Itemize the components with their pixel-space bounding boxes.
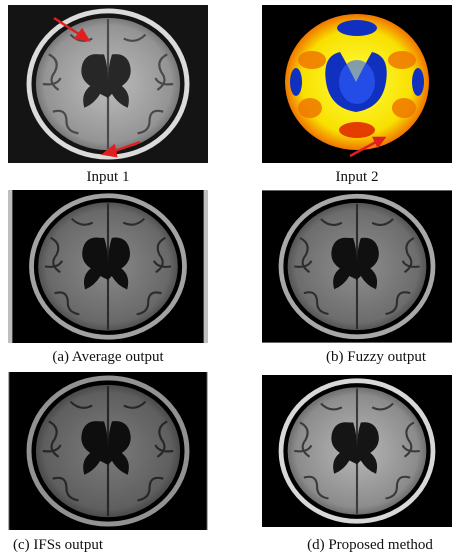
figure: Input 1 Input 2 (a) Average output <box>0 0 456 554</box>
caption: (d) Proposed method <box>307 537 433 553</box>
panel-proposed <box>262 375 452 527</box>
caption: (a) Average output <box>52 349 164 365</box>
panel-input-2 <box>262 5 452 163</box>
caption: (c) IFSs output <box>13 537 104 553</box>
panel-fuzzy <box>262 190 452 343</box>
panel-ifss <box>8 372 208 530</box>
caption: Input 2 <box>336 169 379 185</box>
caption: Input 1 <box>87 169 130 185</box>
caption: (b) Fuzzy output <box>326 349 427 365</box>
panel-average <box>8 190 208 343</box>
panel-input-1 <box>8 5 208 163</box>
